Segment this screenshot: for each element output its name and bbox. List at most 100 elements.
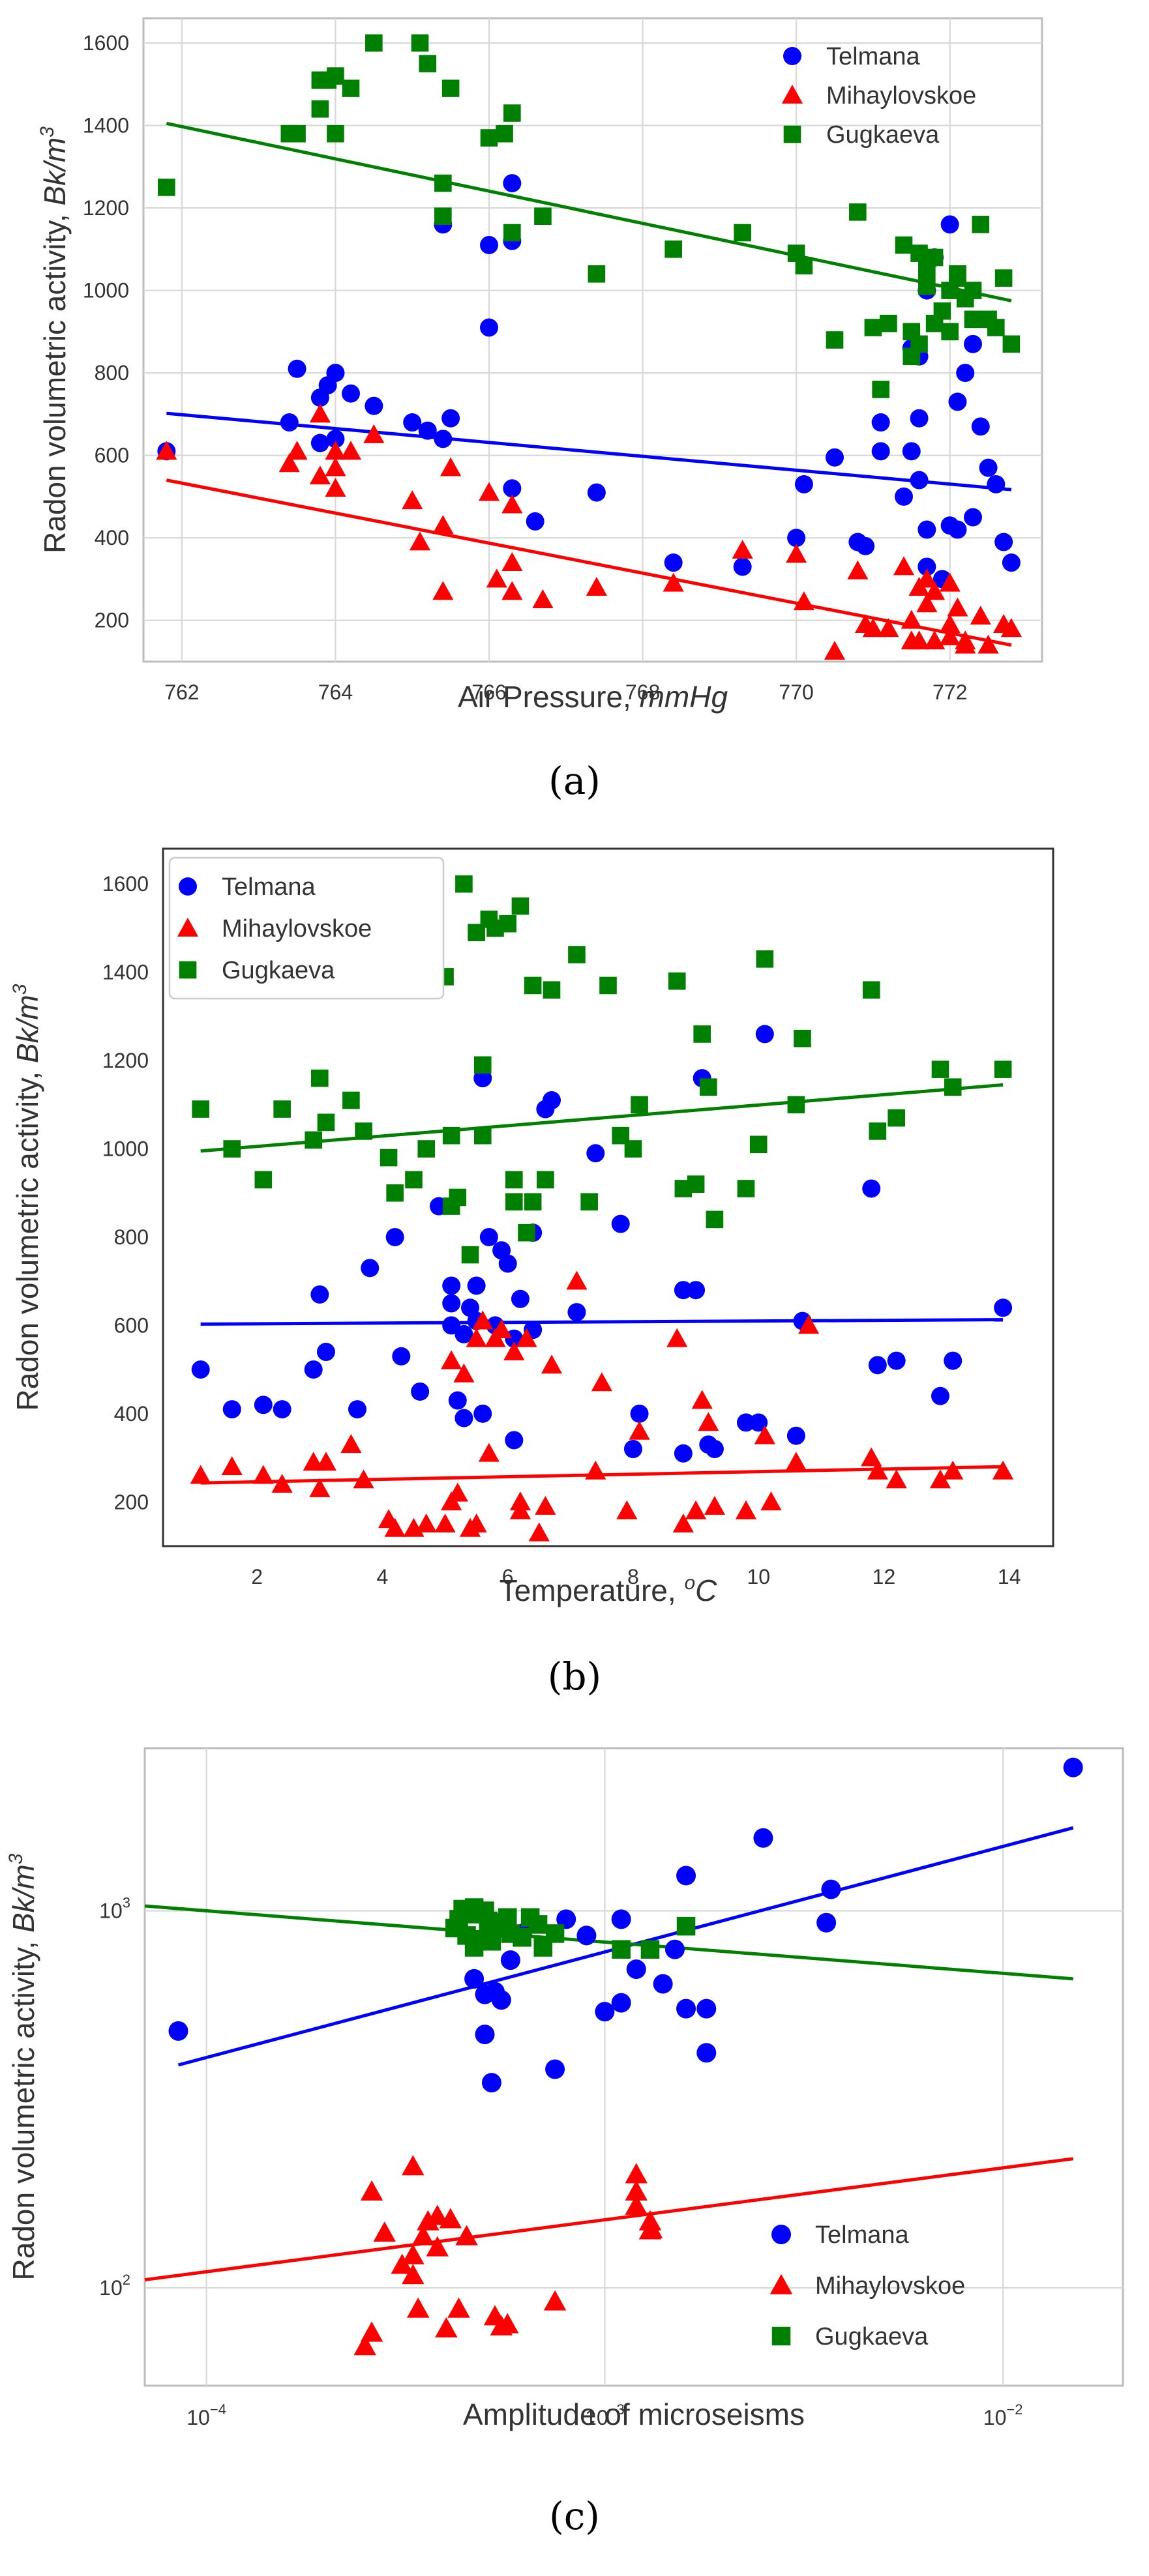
x-tick-label: 10 (747, 1565, 770, 1588)
data-point (532, 589, 554, 608)
data-point (687, 1175, 705, 1193)
series-mihaylovskoe (190, 1270, 1014, 1542)
legend-label-telmana: Telmana (826, 43, 920, 70)
data-point (365, 34, 383, 52)
data-point (543, 2290, 567, 2311)
data-point (994, 1061, 1012, 1078)
data-point (664, 553, 683, 572)
x-tick-label: 766 (471, 681, 506, 704)
x-tick-label: 12 (873, 1565, 896, 1588)
data-point (304, 1360, 323, 1379)
trend-line-gugkaeva (200, 1083, 1004, 1153)
legend-marker-gugkaeva (771, 2326, 791, 2346)
data-point (545, 2059, 565, 2079)
data-point (910, 409, 929, 428)
data-point (355, 1122, 372, 1140)
data-point (168, 2021, 188, 2041)
data-point (585, 1460, 606, 1480)
data-point (498, 1254, 517, 1273)
panel-label: (a) (548, 759, 601, 803)
data-point (434, 207, 452, 225)
data-point (361, 1259, 380, 1278)
data-point (895, 487, 913, 506)
data-point (955, 634, 976, 654)
data-point (734, 224, 751, 242)
data-point (786, 1426, 805, 1445)
data-point (411, 1382, 430, 1401)
data-point (624, 1140, 642, 1158)
data-point (542, 1091, 561, 1110)
data-point (676, 1998, 696, 2019)
data-point (886, 1469, 907, 1489)
data-point (944, 1351, 962, 1370)
y-tick-label: 1600 (102, 872, 149, 896)
data-point (511, 897, 530, 915)
data-point (340, 1434, 362, 1454)
data-point (696, 1998, 717, 2019)
data-point (970, 606, 991, 625)
data-point (947, 597, 968, 617)
data-point (625, 2194, 648, 2215)
data-point (503, 104, 521, 122)
data-point (496, 124, 513, 143)
data-point (964, 282, 982, 299)
data-point (798, 1315, 820, 1334)
data-point (326, 430, 345, 448)
data-point (756, 950, 774, 968)
data-point (491, 1990, 511, 2010)
data-point (787, 1096, 805, 1114)
data-point (704, 1495, 726, 1515)
data-point (826, 448, 844, 467)
data-point (931, 1061, 949, 1078)
data-point (496, 2313, 519, 2334)
legend-marker-telmana (179, 877, 197, 896)
data-point (668, 972, 686, 990)
data-point (325, 478, 346, 497)
data-point (1000, 618, 1022, 637)
x-axis-label: Temperature, oC (500, 1572, 717, 1607)
data-point (363, 424, 385, 443)
data-point (949, 269, 966, 287)
data-point (663, 572, 684, 592)
data-point (816, 1912, 837, 1933)
data-point (271, 1474, 293, 1493)
data-point (910, 244, 928, 262)
series-gugkaeva (158, 34, 1021, 398)
data-point (847, 560, 869, 579)
legend-label-mihaylovskoe: Mihaylovskoe (815, 2272, 965, 2300)
data-point (501, 581, 523, 600)
data-point (705, 1440, 724, 1459)
data-point (793, 591, 814, 611)
data-point (696, 2043, 717, 2063)
data-point (311, 100, 329, 118)
data-point (435, 2317, 458, 2338)
data-point (821, 1879, 841, 1899)
legend-label-gugkaeva: Gugkaeva (815, 2323, 929, 2350)
data-point (931, 1386, 949, 1405)
data-point (631, 1096, 648, 1114)
data-point (794, 475, 813, 493)
plot-area (143, 1747, 1124, 2387)
data-point (526, 512, 545, 531)
data-point (616, 1500, 638, 1519)
y-axis-label: Radon volumetric activity, Bk/m3 (9, 984, 44, 1411)
data-point (599, 976, 617, 995)
data-point (503, 479, 522, 498)
data-point (901, 609, 922, 629)
data-point (869, 1122, 887, 1140)
data-point (327, 67, 344, 85)
data-point (475, 2025, 495, 2045)
data-point (501, 552, 523, 572)
data-point (698, 1412, 719, 1431)
data-point (441, 80, 460, 97)
data-point (902, 442, 921, 461)
data-point (273, 1100, 291, 1118)
data-point (908, 630, 930, 650)
trend-line-telmana (166, 411, 1012, 491)
data-point (455, 2225, 478, 2246)
data-point (987, 319, 1005, 336)
data-point (537, 1171, 554, 1189)
data-point (994, 533, 1013, 551)
data-point (505, 1171, 523, 1189)
